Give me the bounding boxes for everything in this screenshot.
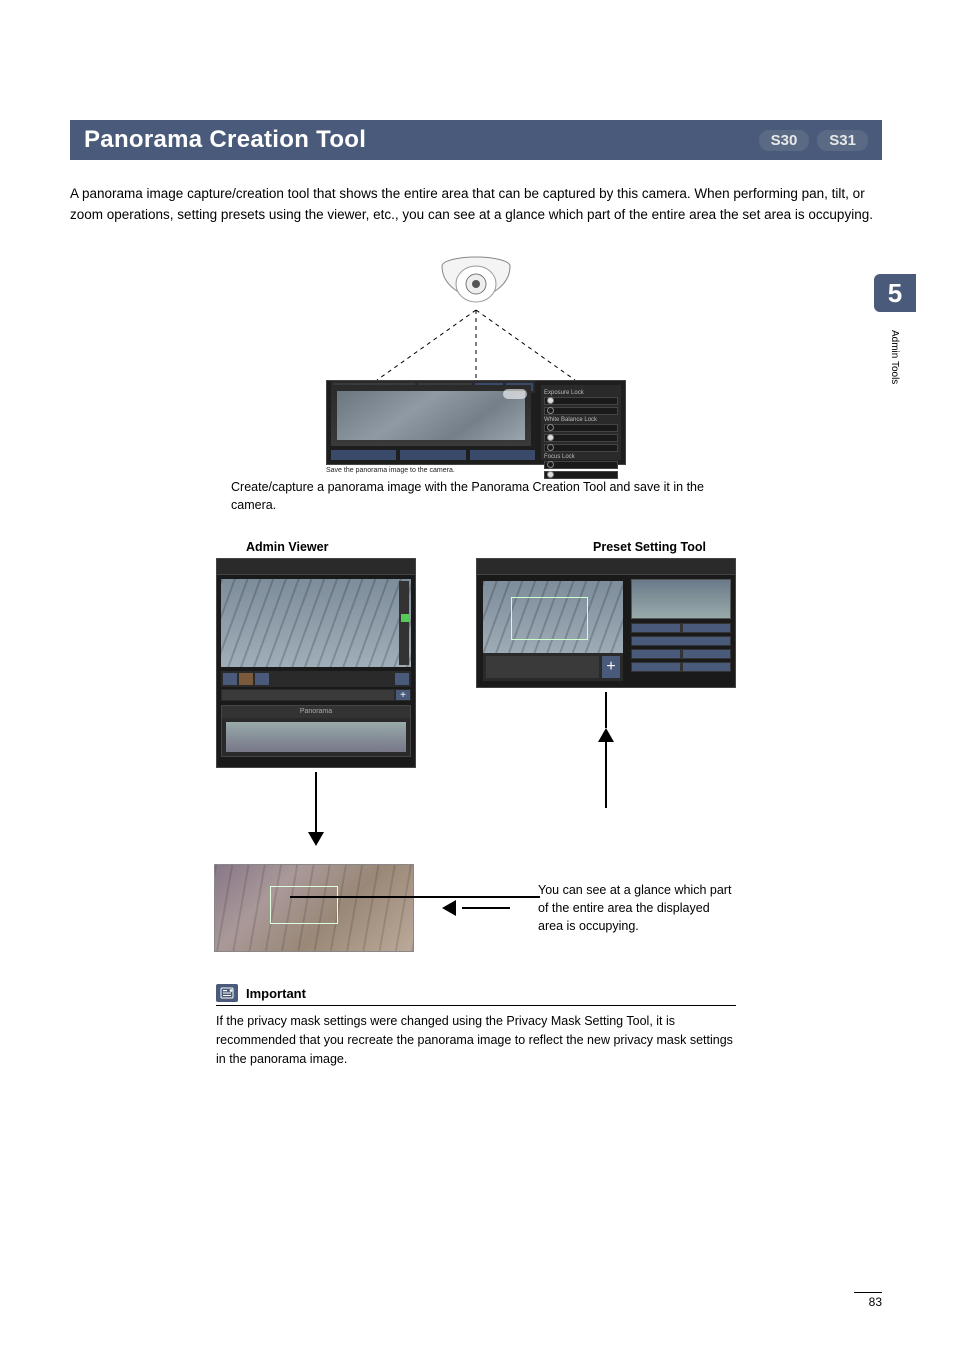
important-icon: ! — [216, 984, 238, 1002]
preset-tool-label: Preset Setting Tool — [593, 540, 706, 554]
intro-paragraph: A panorama image capture/creation tool t… — [70, 184, 882, 226]
chapter-tab: 5 — [874, 274, 916, 312]
figure-caption: Create/capture a panorama image with the… — [231, 478, 721, 514]
glance-caption: You can see at a glance which part of th… — [538, 881, 738, 935]
badge-s30: S30 — [759, 130, 810, 151]
panorama-result-image — [214, 864, 414, 952]
chapter-label: Admin Tools — [889, 330, 900, 384]
panorama-tool-screenshot: Exposure Lock White Balance Lock Focus L… — [326, 380, 626, 474]
preset-tool-screenshot: + — [476, 558, 736, 688]
admin-viewer-label: Admin Viewer — [246, 540, 328, 554]
badge-s31: S31 — [817, 130, 868, 151]
page-number: 83 — [854, 1292, 882, 1309]
section-title: Panorama Creation Tool — [84, 126, 366, 154]
important-note: ! Important If the privacy mask settings… — [216, 984, 736, 1068]
arrow-left-icon — [442, 900, 456, 916]
arrow-up-icon — [598, 728, 614, 742]
model-badges: S30 S31 — [759, 130, 868, 151]
arrow-down-icon — [308, 832, 324, 846]
chapter-number: 5 — [888, 278, 902, 309]
camera-to-tool-figure: Exposure Lock White Balance Lock Focus L… — [231, 252, 721, 472]
section-title-bar: Panorama Creation Tool S30 S31 — [70, 120, 882, 160]
admin-viewer-screenshot: + Panorama — [216, 558, 416, 768]
important-body: If the privacy mask settings were change… — [216, 1012, 736, 1068]
important-title: Important — [246, 986, 306, 1001]
tool-side-panel: Exposure Lock White Balance Lock Focus L… — [541, 385, 621, 460]
